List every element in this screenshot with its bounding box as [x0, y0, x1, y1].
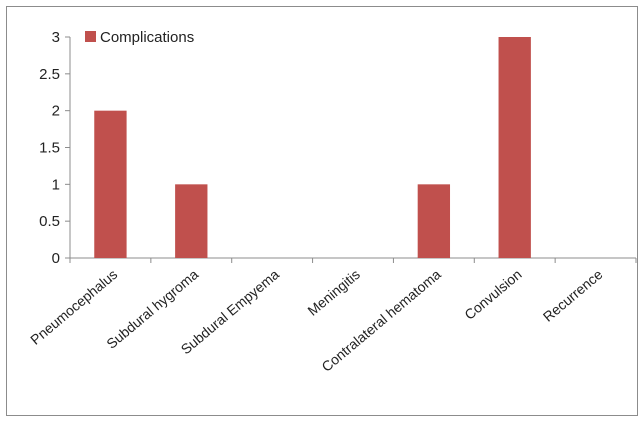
y-tick-label: 1 [52, 176, 60, 193]
y-tick-label: 0.5 [39, 213, 60, 230]
bar-pneumocephalus [94, 110, 127, 259]
y-tick-label: 3 [52, 29, 60, 46]
x-category-label: Recurrence [540, 266, 606, 325]
y-tick-label: 1.5 [39, 140, 60, 157]
bars [94, 37, 531, 259]
axes [69, 37, 637, 263]
y-tick-label: 2.5 [39, 66, 60, 83]
y-tick-label: 0 [52, 250, 60, 267]
bar-convulsion [498, 37, 531, 258]
x-category-label: Pneumocephalus [27, 266, 120, 348]
legend-swatch [85, 31, 96, 42]
y-axis-ticks: 0 0.5 1 1.5 2 2.5 3 [39, 29, 70, 267]
legend-label: Complications [100, 29, 194, 46]
y-tick-label: 2 [52, 103, 60, 120]
bar-contralateral-hematoma [417, 184, 451, 258]
legend: Complications [85, 29, 194, 46]
x-category-label: Convulsion [461, 266, 524, 323]
bar-subdural-hygroma [175, 184, 208, 258]
x-category-label: Meningitis [304, 266, 363, 319]
